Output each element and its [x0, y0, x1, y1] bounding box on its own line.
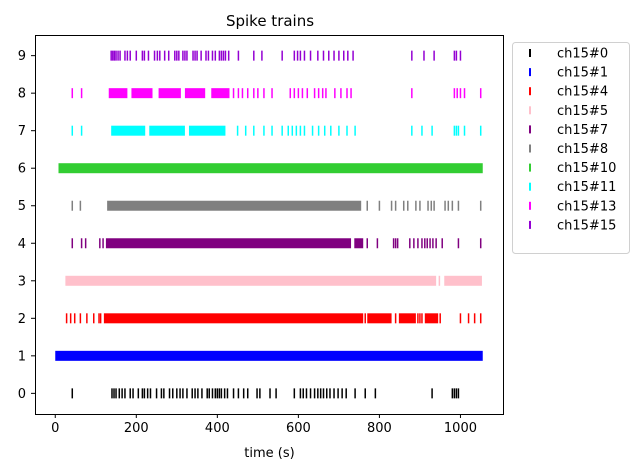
x-tick-label: 0	[51, 421, 59, 436]
series-ch15#8	[71, 200, 482, 211]
spike-marks	[55, 50, 483, 399]
series-ch15#15	[110, 50, 462, 61]
spike-band	[111, 125, 146, 136]
x-tick-label: 200	[124, 421, 149, 436]
x-tick-label: 600	[286, 421, 311, 436]
spike-band	[424, 313, 439, 324]
series-ch15#11	[71, 125, 482, 136]
y-tick-label: 0	[18, 387, 26, 402]
spike-band	[444, 275, 482, 286]
spike-band	[131, 88, 153, 99]
series-ch15#1	[55, 350, 483, 361]
legend-swatch	[529, 182, 531, 191]
spike-band	[108, 88, 128, 99]
y-tick-label: 5	[18, 199, 26, 214]
legend-entry: ch15#8	[557, 142, 608, 157]
legend-entry: ch15#4	[557, 85, 608, 100]
spike-band	[188, 125, 226, 136]
x-tick-label: 1000	[444, 421, 477, 436]
x-axis: 0 200 400 600 800 1000	[51, 414, 477, 436]
legend-entry: ch15#0	[557, 47, 608, 62]
y-tick-label: 7	[18, 124, 26, 139]
legend-swatch	[529, 49, 531, 57]
y-tick-label: 6	[18, 162, 26, 177]
spike-band	[65, 275, 437, 286]
series-ch15#7	[71, 238, 482, 249]
legend-entry: ch15#10	[557, 161, 616, 176]
y-tick-label: 9	[18, 49, 26, 64]
legend-swatch	[529, 220, 531, 229]
series-ch15#0	[71, 388, 460, 399]
legend-swatch	[529, 125, 531, 134]
spike-band	[367, 313, 392, 324]
series-ch15#4	[65, 313, 482, 324]
spike-band	[55, 350, 483, 361]
legend-swatch	[529, 201, 531, 210]
spike-band	[354, 238, 364, 249]
series-ch15#10	[58, 163, 483, 174]
spike-band	[58, 163, 483, 174]
legend-entry: ch15#13	[557, 199, 616, 214]
legend-swatch	[529, 144, 531, 153]
spike-band	[158, 88, 181, 99]
y-axis: 0 1 2 3 4 5 6 7 8 9	[18, 49, 35, 402]
y-tick-label: 3	[18, 274, 26, 289]
legend-swatch	[529, 106, 531, 115]
y-tick-label: 1	[18, 349, 26, 364]
spike-band	[184, 88, 206, 99]
legend-entry: ch15#1	[557, 66, 608, 81]
series-ch15#5	[65, 275, 482, 286]
spike-band	[105, 238, 352, 249]
legend-swatch	[529, 163, 531, 172]
spike-band	[107, 200, 362, 211]
spike-band	[103, 313, 364, 324]
legend: ch15#0 ch15#1 ch15#4 ch15#5 ch15#7 ch15#8 ch15…	[512, 42, 630, 254]
legend-entry: ch15#7	[557, 123, 608, 138]
spike-band	[211, 88, 230, 99]
legend-swatch	[529, 87, 531, 96]
x-tick-label: 800	[367, 421, 392, 436]
x-axis-label: time (s)	[244, 446, 294, 461]
x-tick-label: 400	[205, 421, 230, 436]
spike-band	[149, 125, 185, 136]
legend-entry: ch15#5	[557, 104, 608, 119]
y-tick-label: 4	[18, 237, 26, 252]
spike-band	[398, 313, 416, 324]
plot-frame	[35, 35, 504, 415]
legend-entry: ch15#15	[557, 218, 616, 233]
chart-title: Spike trains	[226, 12, 314, 30]
legend-entry: ch15#11	[557, 180, 616, 195]
y-tick-label: 2	[18, 312, 26, 327]
series-ch15#13	[71, 88, 482, 99]
legend-swatch	[529, 68, 531, 77]
y-tick-label: 8	[18, 87, 26, 102]
legend-box	[512, 42, 630, 254]
